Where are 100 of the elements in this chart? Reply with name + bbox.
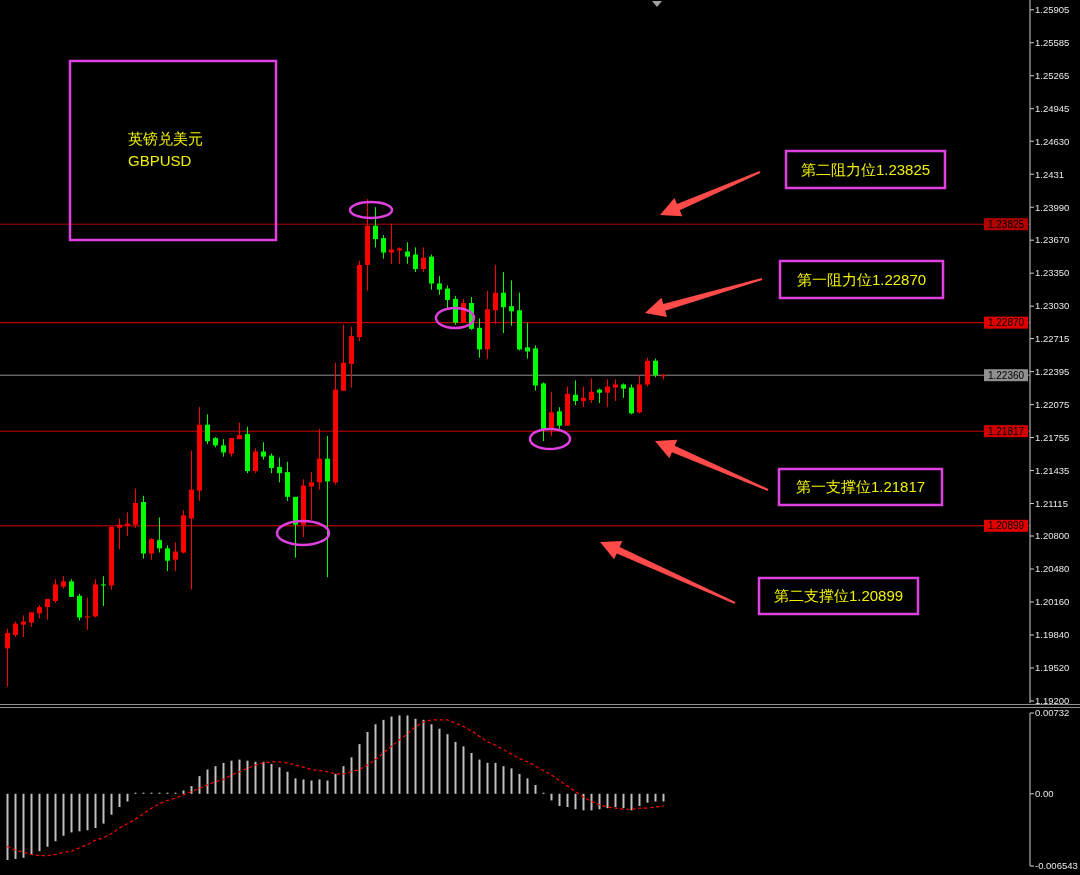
y-tick-label: 1.24630 xyxy=(1035,135,1070,147)
bar xyxy=(510,768,513,794)
candlestick xyxy=(85,597,90,631)
candlestick xyxy=(653,358,658,378)
ref-line-label: 1.22360 xyxy=(987,369,1025,381)
y-tick-label: 1.21435 xyxy=(1035,464,1070,476)
candlestick xyxy=(373,206,378,248)
candlestick xyxy=(525,322,530,360)
y-tick-label: 1.21755 xyxy=(1035,431,1070,443)
candlestick xyxy=(125,511,130,537)
candlestick xyxy=(445,285,450,309)
bar xyxy=(198,776,201,794)
bar xyxy=(662,793,665,802)
bar xyxy=(214,766,217,794)
annotation: 第二支撑位1.20899 xyxy=(773,587,904,605)
y-tick-label: 1.25265 xyxy=(1035,70,1070,82)
y-tick-label: 1.23350 xyxy=(1035,267,1070,279)
y-tick-label: 1.19520 xyxy=(1035,662,1070,674)
bar xyxy=(230,760,233,794)
bar xyxy=(326,780,329,794)
candlestick xyxy=(325,435,330,578)
candlestick xyxy=(613,378,618,402)
bar xyxy=(22,793,25,858)
bar xyxy=(518,773,521,794)
bar xyxy=(390,716,393,794)
candlestick xyxy=(317,428,322,491)
annotation: 第一阻力位1.22870 xyxy=(796,270,927,288)
bar xyxy=(30,793,33,855)
y-tick-label: 1.20480 xyxy=(1035,563,1070,575)
candlestick xyxy=(589,377,594,404)
bar xyxy=(270,763,273,794)
y-tick-label: 1.21115 xyxy=(1035,497,1068,509)
bar xyxy=(6,793,9,861)
bar xyxy=(598,793,601,810)
y-tick-label: 1.20800 xyxy=(1035,530,1070,542)
bar xyxy=(382,719,385,794)
bar xyxy=(86,793,89,831)
candlestick xyxy=(53,578,58,604)
y-tick-label: 0.00732 xyxy=(1035,707,1070,719)
bar xyxy=(654,793,657,802)
bar xyxy=(350,757,353,794)
bar xyxy=(126,793,129,802)
annotation: 第二阻力位1.23825 xyxy=(800,160,931,178)
bar xyxy=(222,762,225,794)
candlestick xyxy=(389,223,394,265)
bar xyxy=(46,793,49,847)
bar xyxy=(630,793,633,811)
bar xyxy=(566,793,569,808)
candlestick xyxy=(453,295,458,326)
bar xyxy=(622,793,625,809)
candlestick xyxy=(501,271,506,334)
bar xyxy=(38,793,41,852)
bar xyxy=(342,766,345,794)
y-tick-label: 1.22395 xyxy=(1035,365,1070,377)
y-tick-label: 0.00 xyxy=(1035,788,1054,800)
bar xyxy=(638,793,641,806)
ref-line-label: 1.23825 xyxy=(987,218,1025,230)
candlestick xyxy=(381,234,386,260)
y-tick-label: -0.006543 xyxy=(1035,860,1078,872)
y-tick-label: 1.19840 xyxy=(1035,629,1070,641)
y-tick-label: 1.20160 xyxy=(1035,596,1070,608)
bar xyxy=(550,793,553,801)
candlestick xyxy=(493,264,498,325)
bar xyxy=(462,746,465,794)
candlestick xyxy=(605,378,610,408)
bar xyxy=(206,769,209,794)
bar xyxy=(406,715,409,794)
candlestick xyxy=(405,241,410,265)
candlestick xyxy=(165,544,170,572)
candlestick xyxy=(77,593,82,622)
candlestick xyxy=(157,516,162,553)
bar xyxy=(246,760,249,794)
bar xyxy=(78,793,81,832)
bar xyxy=(70,793,73,833)
y-tick-label: 1.22075 xyxy=(1035,398,1070,410)
candlestick xyxy=(397,246,402,265)
candlestick xyxy=(645,357,650,388)
candlestick xyxy=(509,279,514,327)
candlestick xyxy=(5,628,10,688)
text: GBPUSD xyxy=(128,152,192,169)
ref-line-label: 1.20899 xyxy=(987,520,1025,532)
candlestick xyxy=(133,488,138,529)
candlestick xyxy=(413,246,418,273)
candlestick xyxy=(557,406,562,430)
bar xyxy=(94,793,97,828)
ref-line-label: 1.22870 xyxy=(987,317,1025,329)
bar xyxy=(294,778,297,794)
bar xyxy=(438,728,441,794)
bar xyxy=(526,778,529,794)
text: 英镑兑美元 xyxy=(128,130,203,147)
bar xyxy=(190,786,193,794)
candlestick xyxy=(149,537,154,561)
candlestick xyxy=(101,575,106,607)
bar xyxy=(414,718,417,794)
bar xyxy=(14,793,17,859)
bar xyxy=(54,793,57,842)
bar xyxy=(574,793,577,810)
bar xyxy=(454,741,457,794)
candlestick xyxy=(253,447,258,474)
y-tick-label: 1.23990 xyxy=(1035,201,1070,213)
